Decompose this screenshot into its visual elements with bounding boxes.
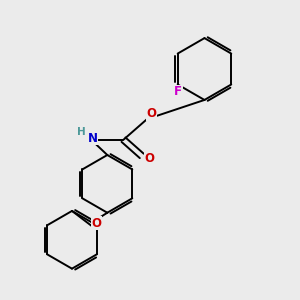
Text: F: F xyxy=(174,85,182,98)
Text: O: O xyxy=(146,107,157,120)
Text: O: O xyxy=(91,217,101,230)
Text: H: H xyxy=(77,127,86,137)
Text: O: O xyxy=(144,152,154,165)
Text: N: N xyxy=(88,132,98,145)
